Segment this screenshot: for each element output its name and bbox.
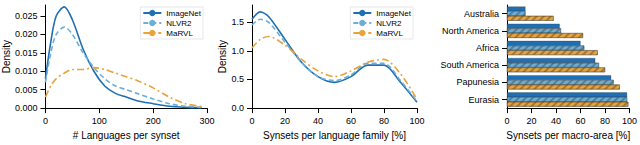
svg-text:NLVR2: NLVR2 [166,19,192,28]
svg-text:South America: South America [440,60,499,70]
svg-text:Synsets per macro-area [%]: Synsets per macro-area [%] [506,130,630,141]
svg-text:ImageNet: ImageNet [376,9,411,18]
svg-text:0: 0 [249,116,254,126]
svg-text:0: 0 [43,116,48,126]
svg-text:NLVR2: NLVR2 [376,19,402,28]
svg-text:100: 100 [622,116,637,126]
svg-text:20: 20 [280,116,290,126]
svg-text:Africa: Africa [476,43,499,53]
svg-text:# Languages per synset: # Languages per synset [73,130,180,141]
svg-text:0.020: 0.020 [15,29,38,39]
svg-text:1.5: 1.5 [231,17,244,27]
svg-text:Density: Density [217,40,228,73]
svg-text:Australia: Australia [464,9,499,19]
svg-text:100: 100 [92,116,107,126]
svg-text:0.000: 0.000 [15,103,38,113]
svg-text:MaRVL: MaRVL [166,29,193,38]
svg-text:60: 60 [575,116,585,126]
svg-text:ImageNet: ImageNet [166,9,201,18]
svg-text:100: 100 [409,116,424,126]
svg-text:60: 60 [346,116,356,126]
svg-text:North America: North America [442,26,499,36]
svg-text:80: 80 [379,116,389,126]
svg-text:MaRVL: MaRVL [376,29,403,38]
svg-text:300: 300 [199,116,214,126]
svg-text:0.015: 0.015 [15,48,38,58]
svg-text:80: 80 [600,116,610,126]
svg-text:Density: Density [1,40,12,73]
svg-text:40: 40 [551,116,561,126]
svg-text:200: 200 [146,116,161,126]
svg-text:0.0: 0.0 [231,103,244,113]
svg-text:0: 0 [504,116,509,126]
svg-text:0.5: 0.5 [231,74,244,84]
svg-text:0.010: 0.010 [15,66,38,76]
svg-text:0.025: 0.025 [15,11,38,21]
svg-text:20: 20 [526,116,536,126]
svg-text:Eurasia: Eurasia [468,95,499,105]
svg-text:40: 40 [313,116,323,126]
svg-text:1.0: 1.0 [231,46,244,56]
svg-text:Synsets per language family [%: Synsets per language family [%] [263,130,406,141]
svg-text:0.005: 0.005 [15,85,38,95]
svg-text:Papunesia: Papunesia [456,77,499,87]
